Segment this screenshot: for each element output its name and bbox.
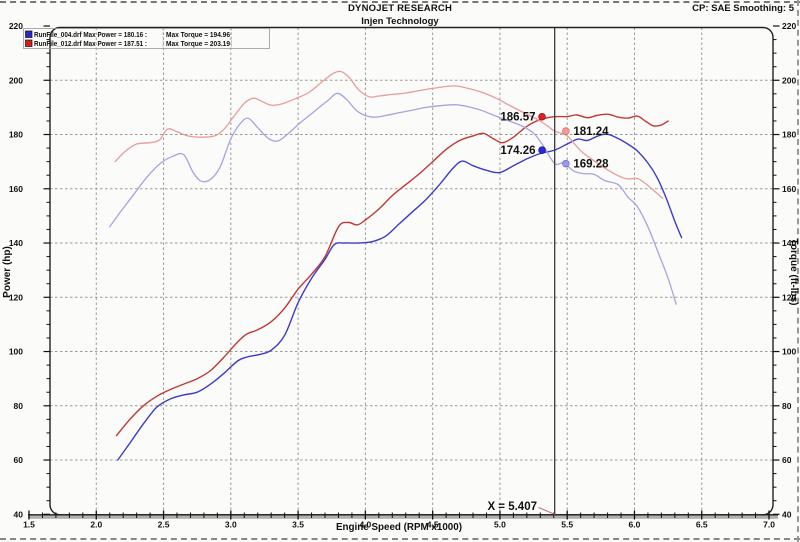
y-tick-label-left: 40 <box>14 509 24 519</box>
curve-runfile-004-power-hp- <box>117 133 683 461</box>
y-tick-label-right: 160 <box>782 184 796 194</box>
x-axis-bar <box>28 515 778 519</box>
y-tick-label-left: 60 <box>14 455 24 465</box>
legend-swatch <box>25 39 33 47</box>
y-tick-label-right: 140 <box>782 238 796 248</box>
legend-run-power-text: RunFile_004.drf Max Power = 180.16 : <box>34 30 147 39</box>
legend-row-0[interactable]: RunFile_004.drf Max Power = 180.16 : Max … <box>25 30 231 39</box>
x-tick-label: 3.0 <box>225 520 237 530</box>
page-bottom-dotted-border <box>0 538 800 540</box>
cursor-value-label: 169.28 <box>573 159 609 171</box>
page-right-dotted-border <box>797 0 799 542</box>
axis-ticks <box>28 25 780 520</box>
legend: RunFile_004.drf Max Power = 180.16 : Max … <box>23 28 270 49</box>
curve-runfile-004-torque-ft-lbs- <box>109 92 677 305</box>
y-tick-label-left: 160 <box>9 184 23 194</box>
cursor-value-label: 181.24 <box>573 126 609 138</box>
x-tick-label: 4.0 <box>359 520 371 530</box>
x-tick-label: 6.5 <box>696 520 708 530</box>
y-tick-label-right: 120 <box>782 292 796 302</box>
cursor-marker-dot <box>538 112 546 121</box>
legend-torque-text: Max Torque = 194.96 <box>166 30 230 39</box>
x-tick-label: 2.0 <box>90 520 102 530</box>
report-title: DYNOJET RESEARCH <box>347 3 453 14</box>
cursor-pointer-line <box>538 507 555 515</box>
legend-swatch <box>25 30 33 38</box>
plot-frame <box>28 26 778 519</box>
y-tick-label-right: 80 <box>782 401 792 411</box>
cursor-marker-dot <box>562 159 570 168</box>
cursor-value-label: 174.26 <box>500 145 535 157</box>
y-tick-label-right: 200 <box>782 75 796 85</box>
y-axis-title-left: Power (hp) <box>2 246 13 298</box>
curve-runfile-012-power-hp- <box>115 113 669 437</box>
cursor-value-markers: 186.57 181.24 174.26 169.28 <box>500 112 609 171</box>
cursor-group <box>538 27 556 515</box>
y-tick-label-right: 60 <box>782 455 792 465</box>
legend-torque-text: Max Torque = 203.19 <box>166 39 230 48</box>
correction-smoothing-info: CP: SAE Smoothing: 5 <box>692 3 794 14</box>
dyno-curves <box>109 70 683 461</box>
x-tick-label: 4.5 <box>427 520 439 530</box>
x-tick-label: 6.0 <box>629 520 641 530</box>
cursor-value-label: 186.57 <box>500 112 535 124</box>
x-tick-label: 5.5 <box>561 520 573 530</box>
y-tick-label-left: 200 <box>9 75 23 85</box>
y-tick-label-right: 40 <box>782 509 792 519</box>
y-tick-label-left: 180 <box>9 130 23 140</box>
y-tick-label-left: 100 <box>9 347 23 357</box>
page-top-dotted-border <box>0 1 800 3</box>
legend-row-1[interactable]: RunFile_012.drf Max Power = 187.51 : Max … <box>25 39 231 48</box>
axis-tick-labels: 1.5 2.0 2.5 3.0 3.5 4.0 4.5 5.0 5.5 6.0 6.5 7.0 40 40… <box>9 21 797 529</box>
y-tick-label-right: 100 <box>782 347 796 357</box>
y-tick-label-left: 80 <box>14 401 24 411</box>
legend-box <box>23 28 270 49</box>
x-tick-label: 3.5 <box>292 520 304 530</box>
report-subtitle: Injen Technology <box>361 16 439 27</box>
cursor-marker-dot <box>538 146 546 154</box>
y-tick-label-left: 120 <box>9 292 23 302</box>
y-tick-label-left: 140 <box>9 238 23 248</box>
y-tick-label-left: 220 <box>9 21 23 31</box>
x-axis-title: Engine Speed (RPM x1000) <box>336 522 462 533</box>
curve-runfile-012-torque-ft-lbs- <box>114 70 664 199</box>
y-axis-title-right: Torque (ft-lbs) <box>788 238 799 305</box>
y-tick-label-right: 180 <box>782 130 796 140</box>
x-tick-label: 7.0 <box>763 520 775 530</box>
cursor-x-readout: X = 5.407 <box>487 501 537 513</box>
frame-rect <box>49 26 774 516</box>
x-tick-label: 2.5 <box>158 520 170 530</box>
y-tick-label-right: 220 <box>782 21 796 31</box>
cursor-marker-dot <box>562 127 570 135</box>
gridlines <box>50 27 773 515</box>
legend-run-power-text: RunFile_012.drf Max Power = 187.51 : <box>34 39 147 48</box>
x-tick-label: 5.0 <box>494 520 506 530</box>
x-tick-label: 1.5 <box>23 520 35 530</box>
